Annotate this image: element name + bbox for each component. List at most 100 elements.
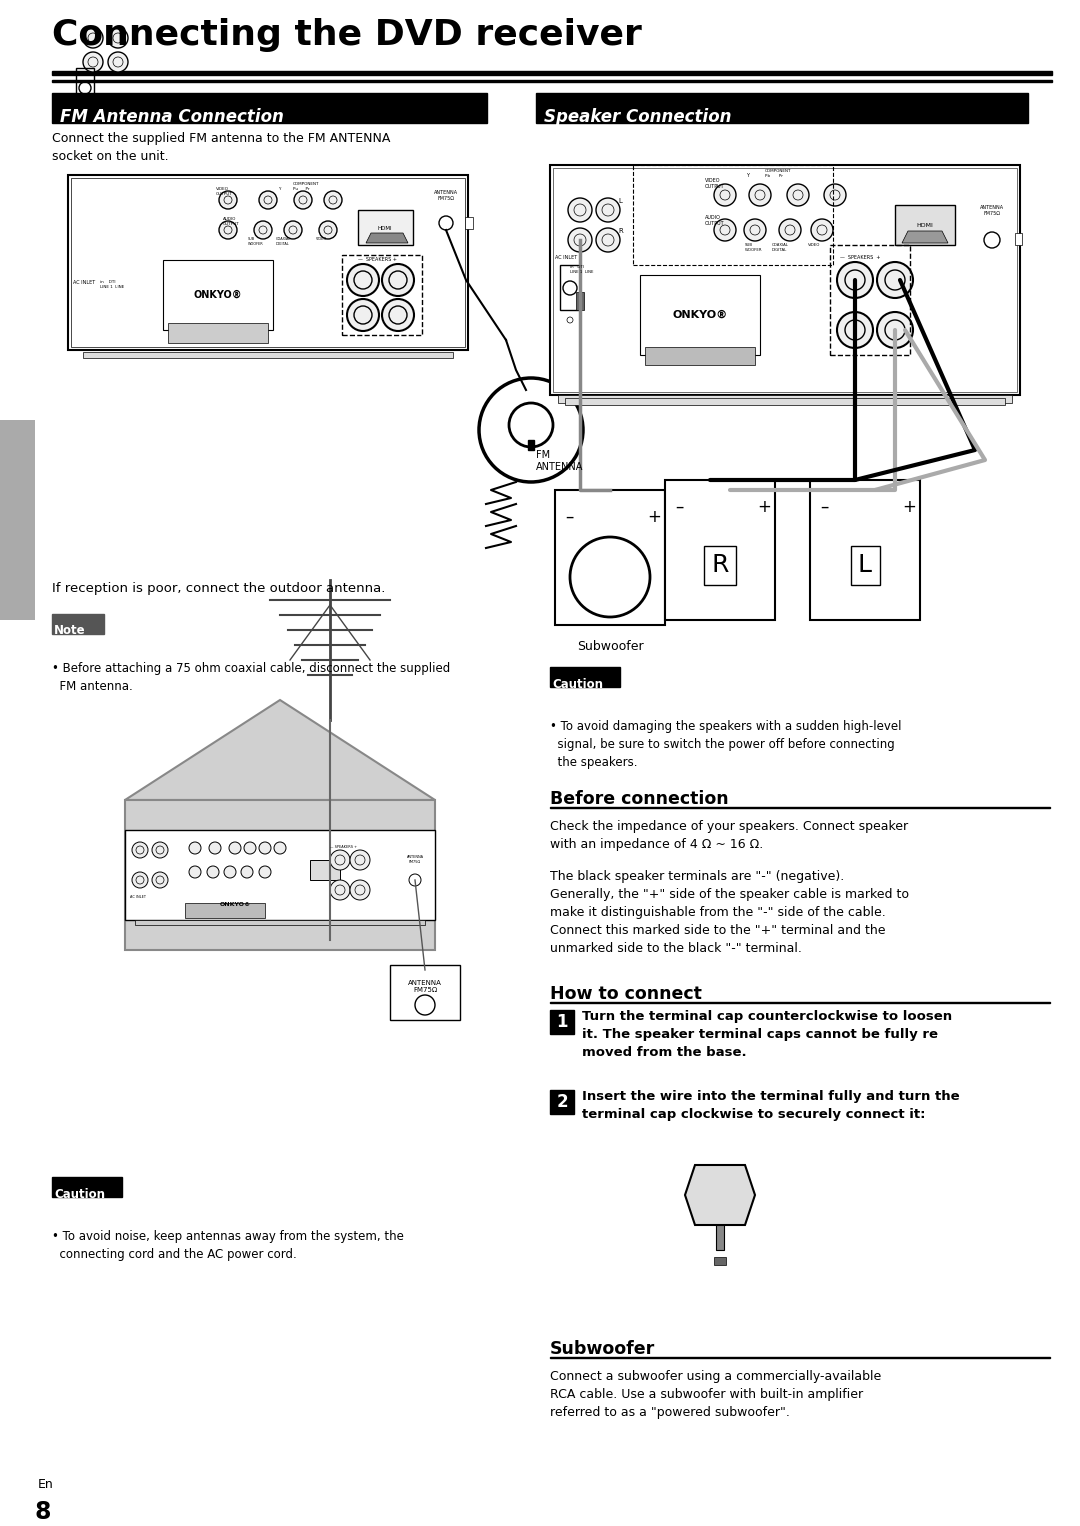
Circle shape	[244, 842, 256, 855]
Text: ANTENNA
FM75Ω: ANTENNA FM75Ω	[406, 855, 423, 864]
Text: If reception is poor, connect the outdoor antenna.: If reception is poor, connect the outdoo…	[52, 581, 386, 595]
Text: Before connection: Before connection	[550, 790, 729, 807]
Circle shape	[347, 264, 379, 296]
Bar	[76, 69, 94, 108]
Circle shape	[714, 185, 735, 206]
Circle shape	[824, 185, 846, 206]
Bar	[565, 398, 1005, 404]
Text: R: R	[712, 552, 729, 577]
Text: Turn the terminal cap counterclockwise to loosen
it. The speaker terminal caps c: Turn the terminal cap counterclockwise t…	[582, 1010, 953, 1059]
Text: 2: 2	[556, 1093, 568, 1111]
Bar	[810, 481, 920, 620]
Text: Connect a subwoofer using a commercially-available
RCA cable. Use a subwoofer wi: Connect a subwoofer using a commercially…	[550, 1370, 881, 1419]
Bar	[536, 93, 1028, 124]
Bar	[357, 211, 413, 246]
Circle shape	[837, 262, 873, 298]
Text: AC INLET: AC INLET	[130, 896, 146, 899]
Bar	[465, 217, 473, 229]
Text: Note: Note	[54, 624, 85, 636]
Bar	[555, 490, 665, 626]
Text: SUB
WOOFER: SUB WOOFER	[248, 237, 264, 246]
Bar	[576, 291, 584, 310]
Circle shape	[877, 262, 913, 298]
Circle shape	[259, 865, 271, 877]
Text: Connecting the DVD receiver: Connecting the DVD receiver	[52, 18, 642, 52]
Text: HDMI: HDMI	[378, 226, 392, 230]
Polygon shape	[685, 1164, 755, 1225]
Text: —  SPEAKERS  +: — SPEAKERS +	[840, 255, 880, 259]
Text: Connect the supplied FM antenna to the FM ANTENNA
socket on the unit.: Connect the supplied FM antenna to the F…	[52, 133, 390, 163]
Circle shape	[132, 842, 148, 858]
Polygon shape	[125, 700, 435, 800]
Bar	[125, 800, 435, 951]
Text: VIDEO: VIDEO	[316, 237, 327, 241]
Text: –: –	[675, 497, 684, 516]
Text: • To avoid noise, keep antennas away from the system, the
  connecting cord and : • To avoid noise, keep antennas away fro…	[52, 1230, 404, 1260]
Text: L: L	[618, 198, 622, 204]
Text: 8: 8	[35, 1500, 52, 1524]
Bar	[310, 861, 340, 881]
Text: • Before attaching a 75 ohm coaxial cable, disconnect the supplied
  FM antenna.: • Before attaching a 75 ohm coaxial cabl…	[52, 662, 450, 693]
Circle shape	[568, 198, 592, 221]
Circle shape	[837, 311, 873, 348]
Bar	[52, 79, 1052, 82]
Text: COAXIAL
DIGITAL: COAXIAL DIGITAL	[772, 243, 788, 252]
Circle shape	[259, 191, 276, 209]
Text: COMPONENT
Pb       Pr: COMPONENT Pb Pr	[765, 169, 792, 177]
Circle shape	[330, 850, 350, 870]
Circle shape	[347, 299, 379, 331]
Bar	[71, 179, 465, 346]
Circle shape	[108, 27, 129, 47]
Bar	[52, 72, 1052, 75]
Circle shape	[83, 52, 103, 72]
Circle shape	[319, 221, 337, 240]
Text: ANTENNA
FM75Ω: ANTENNA FM75Ω	[434, 191, 458, 201]
Circle shape	[877, 311, 913, 348]
Text: Y: Y	[278, 188, 281, 191]
Polygon shape	[366, 233, 408, 243]
Text: — SPEAKERS +: — SPEAKERS +	[330, 845, 357, 848]
Circle shape	[219, 221, 237, 240]
Text: ANTENNA
FM75Ω: ANTENNA FM75Ω	[408, 980, 442, 993]
Text: Subwoofer: Subwoofer	[577, 639, 644, 653]
Bar	[716, 1225, 724, 1250]
Text: COMPONENT
Pu      Pr: COMPONENT Pu Pr	[293, 182, 320, 191]
Bar	[52, 1177, 122, 1196]
Text: L: L	[858, 552, 872, 577]
Circle shape	[152, 842, 168, 858]
Bar	[831, 246, 910, 356]
Circle shape	[108, 52, 129, 72]
Circle shape	[350, 881, 370, 900]
Circle shape	[596, 227, 620, 252]
Text: —  SPEAKERS +: — SPEAKERS +	[357, 256, 396, 262]
Circle shape	[714, 220, 735, 241]
Bar	[665, 481, 775, 620]
Text: Caution: Caution	[54, 1189, 105, 1201]
Text: COAXIAL
DIGITAL: COAXIAL DIGITAL	[276, 237, 292, 246]
Circle shape	[324, 191, 342, 209]
Text: –: –	[820, 497, 828, 516]
Bar	[163, 259, 273, 330]
Circle shape	[480, 378, 583, 482]
Circle shape	[219, 191, 237, 209]
Text: ONKYO®: ONKYO®	[193, 290, 242, 301]
Text: VIDEO
OUTPUT: VIDEO OUTPUT	[705, 179, 725, 189]
Text: Subwoofer: Subwoofer	[550, 1340, 656, 1358]
Bar	[550, 1010, 573, 1035]
Bar	[550, 667, 620, 687]
Text: VIDEO
OUTPUT: VIDEO OUTPUT	[216, 188, 233, 195]
Bar	[83, 353, 453, 359]
Circle shape	[787, 185, 809, 206]
Bar	[168, 324, 268, 343]
Text: HDMI: HDMI	[917, 223, 933, 227]
Text: Speaker Connection: Speaker Connection	[544, 108, 731, 127]
Circle shape	[224, 865, 237, 877]
Text: –: –	[565, 508, 573, 526]
Bar	[714, 1257, 726, 1265]
Text: 1: 1	[556, 1013, 568, 1032]
Circle shape	[274, 842, 286, 855]
Circle shape	[284, 221, 302, 240]
Bar	[342, 255, 422, 336]
Circle shape	[254, 221, 272, 240]
Circle shape	[750, 185, 771, 206]
